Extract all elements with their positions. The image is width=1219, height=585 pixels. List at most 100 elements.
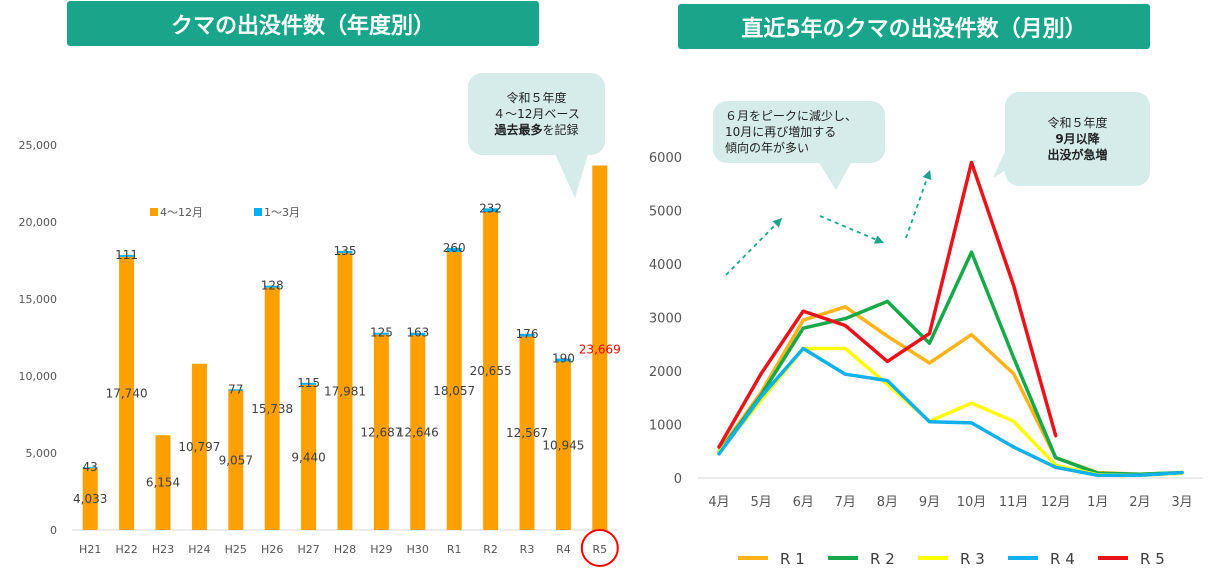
right-chart-title: 直近5年のクマの出没件数（月別） — [678, 4, 1150, 49]
x-tick-label: H27 — [297, 543, 319, 556]
bar-H27 — [301, 384, 317, 530]
q-label-H25: 77 — [228, 382, 243, 396]
bar-q-H27 — [301, 382, 317, 385]
trend-callout: ６月をピークに減少し、 10月に再び増加する 傾向の年が多い — [713, 101, 885, 163]
x-tick-label: 6月 — [793, 495, 814, 510]
bar-R1 — [446, 251, 462, 531]
x-tick-label: H22 — [115, 543, 137, 556]
trend-arrowhead-3 — [922, 170, 932, 180]
x-tick-label: H23 — [152, 543, 174, 556]
q-label-H30: 163 — [406, 326, 429, 340]
bar-q-H29 — [373, 332, 389, 335]
bar-q-H22 — [119, 255, 135, 257]
y-tick-label: 25,000 — [19, 139, 58, 152]
y-tick-label: 20,000 — [19, 216, 58, 229]
value-label-H22: 17,740 — [106, 386, 148, 400]
bar-q-H21 — [82, 467, 98, 469]
record-callout: 令和５年度 ４～12月ベース 過去最多を記録 — [468, 73, 605, 155]
record-callout-rest: を記録 — [542, 123, 579, 137]
x-tick-label: 4月 — [708, 495, 729, 510]
trend-arrow-1 — [725, 217, 783, 276]
y-tick-label: 4000 — [649, 258, 682, 273]
value-label-R3: 12,567 — [506, 426, 548, 440]
bar-q-R2 — [483, 208, 499, 212]
record-callout-bold: 過去最多 — [494, 123, 543, 137]
value-label-R2: 20,655 — [470, 364, 512, 378]
left-chart-title: クマの出没件数（年度別） — [67, 1, 539, 46]
trend-arrowhead-1 — [772, 218, 782, 228]
value-label-H30: 12,646 — [397, 426, 439, 440]
value-label-H21: 4,033 — [73, 492, 107, 506]
q-label-H26: 128 — [261, 279, 284, 293]
x-tick-label: 12月 — [1041, 495, 1071, 510]
bar-H22 — [119, 256, 135, 530]
value-label-H29: 12,687 — [360, 425, 402, 439]
q-label-H21: 43 — [83, 460, 98, 474]
value-label-H27: 9,440 — [291, 450, 325, 464]
x-tick-label: 3月 — [1171, 495, 1192, 510]
x-tick-label: 8月 — [877, 495, 898, 510]
bar-H21 — [82, 467, 98, 530]
x-tick-label: R5 — [592, 543, 607, 556]
bar-H28 — [337, 253, 353, 531]
series-line-R4 — [717, 346, 1184, 478]
surge-callout-line1: 令和５年度 — [1047, 116, 1108, 130]
q-label-R4: 190 — [552, 352, 575, 366]
record-callout-line1: 令和５年度 — [506, 91, 567, 105]
value-label-H26: 15,738 — [251, 402, 293, 416]
bar-H23 — [155, 435, 171, 530]
x-tick-label: 1月 — [1087, 495, 1108, 510]
x-tick-label: H28 — [334, 543, 356, 556]
value-label-H28: 17,981 — [324, 385, 366, 399]
value-label-H23: 6,154 — [146, 476, 180, 490]
record-callout-tail — [555, 154, 588, 198]
q-label-R2: 232 — [479, 201, 502, 215]
x-tick-label: R3 — [520, 543, 535, 556]
bar-q-R3 — [519, 333, 535, 337]
legend-label-R3: R 3 — [960, 550, 985, 568]
record-callout-line3: 過去最多を記録 — [468, 122, 605, 138]
trend-callout-tail — [818, 161, 852, 190]
bar-H24 — [191, 363, 207, 530]
legend-swatch-2 — [254, 208, 262, 216]
surge-callout-line3: 出没が急増 — [1047, 148, 1108, 162]
x-tick-label: H25 — [225, 543, 247, 556]
x-tick-label: R4 — [556, 543, 571, 556]
highlight-circle — [580, 529, 619, 567]
value-label-H24: 10,797 — [178, 440, 220, 454]
q-label-H22: 111 — [115, 248, 138, 262]
x-tick-label: H26 — [261, 543, 283, 556]
value-label-R5: 23,669 — [579, 342, 621, 356]
trend-callout-line2: 10月に再び増加する — [725, 125, 837, 139]
x-tick-label: H29 — [370, 543, 392, 556]
q-label-H28: 135 — [334, 244, 357, 258]
value-label-R4: 10,945 — [542, 439, 584, 453]
bar-R2 — [483, 211, 499, 530]
y-tick-label: 1000 — [649, 419, 682, 434]
trend-callout-line1: ６月をピークに減少し、 — [725, 109, 858, 123]
bar-q-R4 — [555, 358, 571, 362]
annual-bar-chart: 0 5,000 10,000 15,000 20,000 25,000 H21 4,033 43… — [19, 139, 621, 567]
x-tick-label: R1 — [447, 543, 462, 556]
record-callout-line2: ４～12月ベース — [493, 107, 580, 121]
x-tick-label: 10月 — [957, 495, 987, 510]
legend-label-R4: R 4 — [1050, 550, 1075, 568]
x-tick-label: H21 — [79, 543, 101, 556]
surge-callout: 令和５年度 9月以降 出没が急増 — [1005, 92, 1150, 186]
q-label-H27: 115 — [297, 376, 320, 390]
legend-swatch-1 — [150, 208, 158, 216]
value-label-H25: 9,057 — [219, 453, 253, 467]
y-tick-label: 15,000 — [19, 293, 58, 306]
legend-label-R2: R 2 — [870, 550, 895, 568]
legend-label-1: 4～12月 — [160, 206, 203, 219]
bar-H25 — [228, 390, 244, 530]
bar-H30 — [410, 335, 426, 530]
x-tick-label: H24 — [188, 543, 210, 556]
series-line-R5 — [717, 160, 1058, 449]
y-tick-label: 10,000 — [19, 370, 58, 383]
y-tick-label: 5,000 — [26, 447, 58, 460]
q-label-R1: 260 — [443, 241, 466, 255]
x-tick-label: 2月 — [1129, 495, 1150, 510]
q-label-R3: 176 — [516, 327, 539, 341]
x-tick-label: H30 — [407, 543, 429, 556]
